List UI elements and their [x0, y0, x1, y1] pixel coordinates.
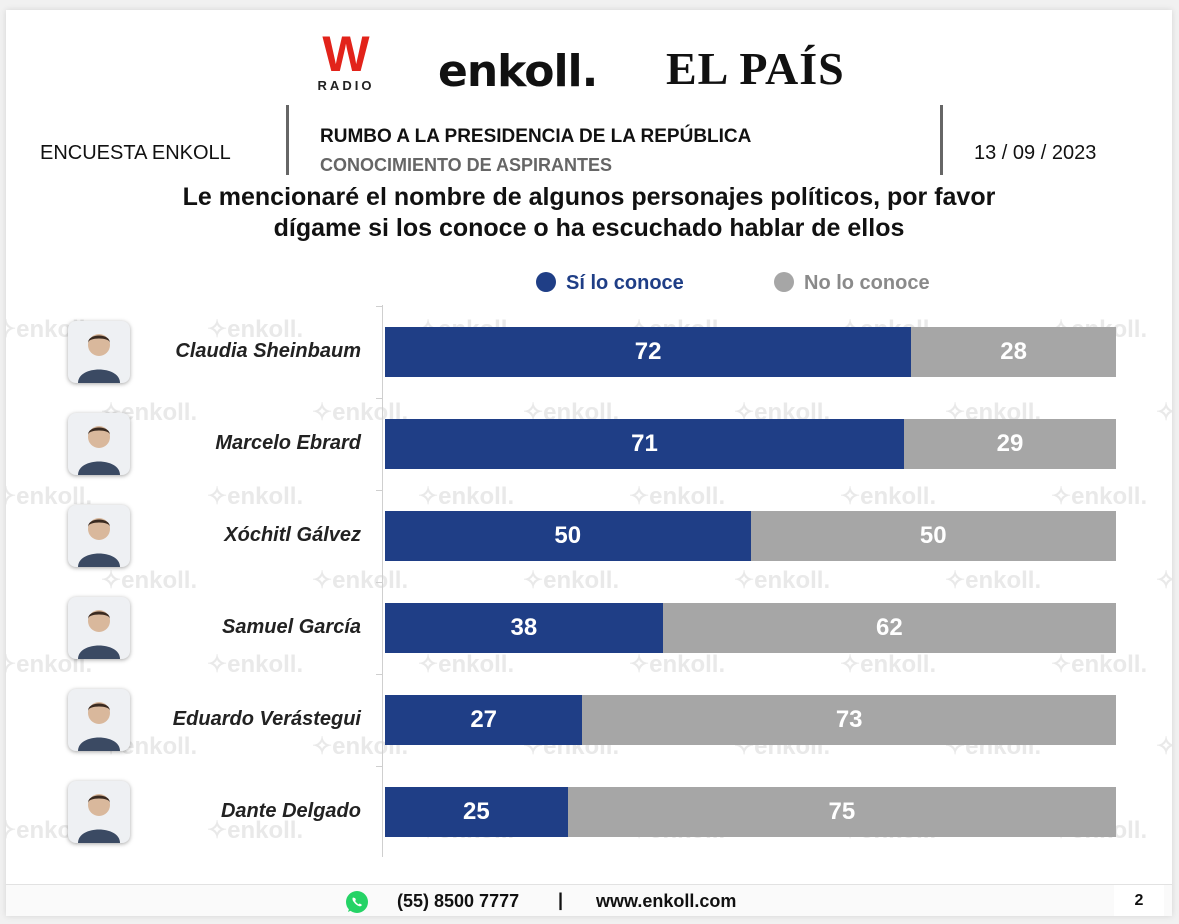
- elpais-logo: EL PAÍS: [666, 43, 845, 94]
- legend-item-si: Sí lo conoce: [536, 272, 684, 295]
- enkoll-watermark: ✧enkoll.: [840, 651, 937, 678]
- category-label-claudia-sheinbaum: Claudia Sheinbaum: [175, 340, 361, 362]
- category-label-xochitl-galvez: Xóchitl Gálvez: [224, 524, 361, 546]
- slide-subtitle: CONOCIMIENTO DE ASPIRANTES: [320, 155, 613, 175]
- data-label-no-marcelo-ebrard: 29: [996, 430, 1024, 457]
- data-label-si-samuel-garcia: 38: [510, 614, 538, 641]
- wradio-logo-text: RADIO: [317, 78, 375, 93]
- bar-si-xochitl-galvez: [385, 511, 751, 561]
- bar-no-eduardo-verastegui: [582, 695, 1116, 745]
- legend-swatch-si: [536, 272, 556, 292]
- data-label-si-eduardo-verastegui: 27: [470, 706, 498, 733]
- footer-bar: (55) 8500 7777 | www.enkoll.com 2: [6, 884, 1172, 916]
- logo-bar: W RADIO enkoll. EL PAÍS: [6, 20, 1172, 100]
- bar-si-eduardo-verastegui: [385, 695, 583, 745]
- bar-si-claudia-sheinbaum: [385, 327, 912, 377]
- enkoll-watermark: ✧enkoll.: [1156, 567, 1172, 594]
- footer-separator: |: [558, 890, 564, 910]
- axis-tick: [376, 674, 382, 675]
- slide-title: RUMBO A LA PRESIDENCIA DE LA REPÚBLICA: [320, 126, 752, 147]
- legend-label-no: No lo conoce: [804, 272, 930, 294]
- person-avatar-icon: [68, 505, 130, 567]
- person-avatar-icon: [68, 781, 130, 843]
- category-label-eduardo-verastegui: Eduardo Verástegui: [172, 708, 361, 730]
- data-label-no-dante-delgado: 75: [828, 798, 856, 825]
- enkoll-watermark: ✧enkoll.: [1156, 733, 1172, 760]
- enkoll-watermark: ✧enkoll.: [734, 567, 831, 594]
- data-label-si-xochitl-galvez: 50: [554, 522, 582, 549]
- enkoll-watermark: ✧enkoll.: [207, 651, 304, 678]
- category-label-marcelo-ebrard: Marcelo Ebrard: [215, 432, 361, 454]
- data-label-no-eduardo-verastegui: 73: [835, 706, 863, 733]
- whatsapp-icon: [346, 891, 368, 913]
- enkoll-watermark: ✧enkoll.: [523, 567, 620, 594]
- legend-item-no: No lo conoce: [774, 272, 930, 295]
- enkoll-watermark: ✧enkoll.: [629, 651, 726, 678]
- bar-no-samuel-garcia: [662, 603, 1116, 653]
- question-line-2: dígame si los conoce o ha escuchado habl…: [273, 214, 905, 242]
- question-line-1: Le mencionaré el nombre de algunos perso…: [182, 183, 996, 211]
- enkoll-watermark: ✧enkoll.: [101, 567, 198, 594]
- enkoll-watermark: ✧enkoll.: [1051, 651, 1148, 678]
- wradio-logo-letter: W: [322, 26, 370, 82]
- person-avatar-icon: [68, 689, 130, 751]
- data-label-si-dante-delgado: 25: [463, 798, 490, 825]
- bar-si-dante-delgado: [385, 787, 568, 837]
- enkoll-watermark: ✧enkoll.: [312, 567, 409, 594]
- category-axis: [382, 305, 383, 857]
- survey-question: Le mencionaré el nombre de algunos perso…: [6, 182, 1172, 244]
- enkoll-watermark: ✧enkoll.: [418, 483, 515, 510]
- axis-tick: [376, 398, 382, 399]
- data-label-no-claudia-sheinbaum: 28: [1000, 338, 1027, 365]
- header-divider-left: [286, 105, 289, 175]
- person-avatar-icon: [68, 413, 130, 475]
- contact-phone: (55) 8500 7777: [397, 891, 520, 911]
- bar-no-dante-delgado: [567, 787, 1116, 837]
- axis-tick: [376, 582, 382, 583]
- enkoll-watermark: ✧enkoll.: [840, 483, 937, 510]
- data-label-no-xochitl-galvez: 50: [919, 522, 947, 549]
- poll-slide: ✧enkoll. ✧enkoll. ✧enkoll. ✧enkoll. ✧enkoll.…: [6, 10, 1172, 916]
- enkoll-logo: enkoll.: [438, 46, 598, 97]
- data-label-si-claudia-sheinbaum: 72: [634, 338, 662, 365]
- website-link[interactable]: www.enkoll.com: [596, 891, 737, 911]
- enkoll-watermark: ✧enkoll.: [629, 483, 726, 510]
- bar-no-claudia-sheinbaum: [911, 327, 1116, 377]
- survey-name: ENCUESTA ENKOLL: [40, 142, 231, 164]
- bar-si-marcelo-ebrard: [385, 419, 904, 469]
- enkoll-watermark: ✧enkoll.: [1051, 483, 1148, 510]
- bar-no-xochitl-galvez: [750, 511, 1116, 561]
- legend-swatch-no: [774, 272, 794, 292]
- legend-label-si: Sí lo conoce: [566, 272, 684, 294]
- wradio-logo: W RADIO: [311, 26, 381, 93]
- enkoll-watermark: ✧enkoll.: [207, 483, 304, 510]
- bar-no-marcelo-ebrard: [904, 419, 1116, 469]
- survey-date: 13 / 09 / 2023: [974, 142, 1097, 164]
- enkoll-watermark: ✧enkoll.: [945, 567, 1042, 594]
- bar-si-samuel-garcia: [385, 603, 663, 653]
- axis-tick: [376, 490, 382, 491]
- axis-tick: [376, 306, 382, 307]
- person-avatar-icon: [68, 597, 130, 659]
- data-label-no-samuel-garcia: 62: [876, 614, 903, 641]
- person-avatar-icon: [68, 321, 130, 383]
- header-divider-right: [940, 105, 943, 175]
- data-label-si-marcelo-ebrard: 71: [631, 430, 658, 457]
- axis-tick: [376, 766, 382, 767]
- header-row: ENCUESTA ENKOLL RUMBO A LA PRESIDENCIA D…: [6, 105, 1172, 185]
- category-label-dante-delgado: Dante Delgado: [220, 800, 361, 822]
- category-label-samuel-garcia: Samuel García: [222, 616, 361, 638]
- enkoll-watermark: ✧enkoll.: [1156, 399, 1172, 426]
- enkoll-watermark: ✧enkoll.: [418, 651, 515, 678]
- page-number: 2: [1114, 885, 1164, 916]
